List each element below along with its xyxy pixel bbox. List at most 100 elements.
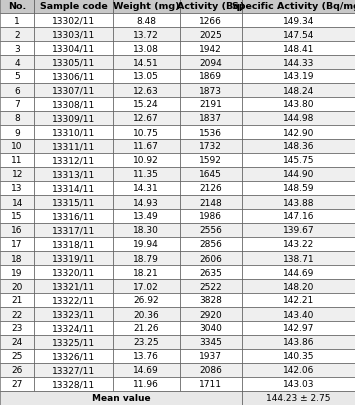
Bar (113, 14, 180, 28)
Text: 11.67: 11.67 (133, 142, 159, 151)
Bar (0, 237, 34, 252)
Bar (180, 126, 242, 140)
Bar (0, 252, 34, 265)
Bar (242, 391, 355, 405)
Bar (180, 265, 242, 279)
Bar (242, 28, 355, 42)
Text: 14: 14 (11, 198, 23, 207)
Text: 148.20: 148.20 (283, 282, 314, 291)
Bar (180, 224, 242, 237)
Text: 148.36: 148.36 (283, 142, 314, 151)
Text: 16: 16 (11, 226, 23, 235)
Bar (0, 293, 34, 307)
Text: 13326/11: 13326/11 (52, 352, 95, 360)
Bar (113, 349, 180, 363)
Bar (113, 70, 180, 84)
Bar (113, 168, 180, 181)
Bar (0, 126, 34, 140)
Bar (180, 0, 242, 14)
Bar (113, 224, 180, 237)
Bar (242, 112, 355, 126)
Text: 2: 2 (14, 30, 20, 39)
Text: 9: 9 (14, 128, 20, 137)
Bar (0, 0, 34, 14)
Text: 1266: 1266 (200, 17, 222, 26)
Text: 142.21: 142.21 (283, 296, 314, 305)
Text: 11: 11 (11, 156, 23, 165)
Text: 147.54: 147.54 (283, 30, 314, 39)
Bar (0, 153, 34, 168)
Text: 18.30: 18.30 (133, 226, 159, 235)
Bar (34, 363, 113, 377)
Text: 14.31: 14.31 (133, 184, 159, 193)
Text: 13322/11: 13322/11 (52, 296, 95, 305)
Text: 143.03: 143.03 (283, 379, 314, 388)
Bar (113, 237, 180, 252)
Bar (113, 307, 180, 321)
Text: 13305/11: 13305/11 (52, 58, 95, 67)
Text: 13325/11: 13325/11 (52, 338, 95, 347)
Bar (34, 237, 113, 252)
Text: Specific Activity (Bq/mg): Specific Activity (Bq/mg) (232, 2, 355, 11)
Bar (34, 279, 113, 293)
Text: 2148: 2148 (200, 198, 222, 207)
Bar (0, 335, 34, 349)
Bar (0, 98, 34, 112)
Bar (180, 335, 242, 349)
Bar (180, 363, 242, 377)
Text: 2191: 2191 (200, 100, 222, 109)
Text: 2920: 2920 (200, 310, 222, 319)
Text: 3345: 3345 (200, 338, 222, 347)
Text: 14.51: 14.51 (133, 58, 159, 67)
Bar (34, 196, 113, 209)
Bar (34, 56, 113, 70)
Bar (0, 209, 34, 224)
Bar (0, 14, 34, 28)
Bar (34, 98, 113, 112)
Bar (113, 140, 180, 153)
Bar (242, 335, 355, 349)
Text: 144.33: 144.33 (283, 58, 314, 67)
Bar (34, 14, 113, 28)
Bar (242, 98, 355, 112)
Bar (180, 377, 242, 391)
Bar (242, 265, 355, 279)
Bar (0, 265, 34, 279)
Bar (242, 279, 355, 293)
Text: 11.96: 11.96 (133, 379, 159, 388)
Bar (34, 140, 113, 153)
Bar (242, 293, 355, 307)
Bar (0, 279, 34, 293)
Bar (34, 307, 113, 321)
Bar (0, 321, 34, 335)
Text: 143.80: 143.80 (283, 100, 314, 109)
Bar (242, 84, 355, 98)
Bar (34, 335, 113, 349)
Bar (34, 224, 113, 237)
Text: 13323/11: 13323/11 (52, 310, 95, 319)
Bar (34, 168, 113, 181)
Text: 13.72: 13.72 (133, 30, 159, 39)
Text: 13321/11: 13321/11 (52, 282, 95, 291)
Bar (242, 377, 355, 391)
Bar (34, 28, 113, 42)
Bar (180, 140, 242, 153)
Text: 148.41: 148.41 (283, 45, 314, 53)
Bar (113, 98, 180, 112)
Bar (0, 181, 34, 196)
Bar (113, 265, 180, 279)
Text: 142.06: 142.06 (283, 366, 314, 375)
Text: 14.69: 14.69 (133, 366, 159, 375)
Text: 13: 13 (11, 184, 23, 193)
Bar (0, 140, 34, 153)
Text: 13312/11: 13312/11 (52, 156, 95, 165)
Text: 1711: 1711 (199, 379, 222, 388)
Text: 4: 4 (14, 58, 20, 67)
Text: 13327/11: 13327/11 (52, 366, 95, 375)
Bar (0, 363, 34, 377)
Text: 8.48: 8.48 (136, 17, 156, 26)
Bar (180, 56, 242, 70)
Bar (242, 42, 355, 56)
Text: 149.34: 149.34 (283, 17, 314, 26)
Text: Mean value: Mean value (92, 394, 150, 403)
